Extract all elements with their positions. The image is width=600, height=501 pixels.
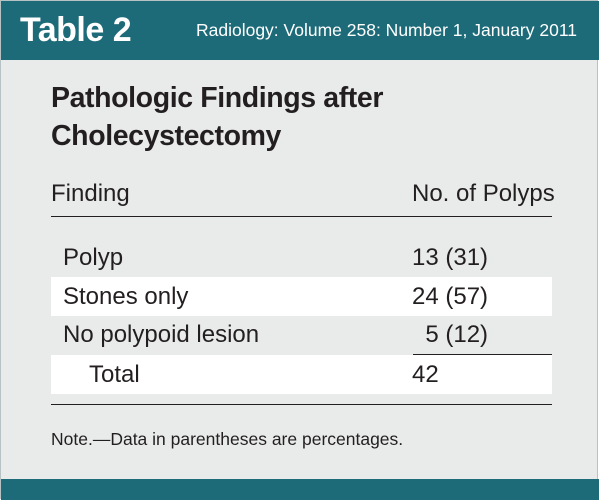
- footer-band: [1, 479, 599, 500]
- journal-citation: Radiology: Volume 258: Number 1, January…: [195, 20, 577, 40]
- total-count-cell: 42: [412, 361, 439, 388]
- count-cell: 5 (12): [412, 321, 489, 348]
- table-row-no-polypoid-lesion: No polypoid lesion 5 (12): [51, 315, 552, 354]
- table-row-stones-only: Stones only 24 (57): [51, 277, 552, 316]
- bottom-rule: [51, 404, 552, 405]
- table-label: Table 2: [20, 11, 132, 49]
- column-header-count: No. of Polyps: [412, 180, 555, 207]
- table-note: Note.—Data in parentheses are percentage…: [51, 429, 404, 449]
- table-title: Pathologic Findings after Cholecystectom…: [51, 82, 384, 152]
- header-rule: [51, 216, 552, 217]
- table-header-band: Table 2 Radiology: Volume 258: Number 1,…: [1, 1, 599, 60]
- count-cell: 13 (31): [412, 244, 489, 271]
- total-subrule: [413, 354, 552, 355]
- column-header-finding: Finding: [51, 180, 130, 207]
- count-cell: 24 (57): [412, 283, 489, 310]
- finding-cell: Polyp: [63, 244, 124, 271]
- table-row-total: Total 42: [51, 355, 552, 394]
- finding-cell: No polypoid lesion: [63, 321, 260, 348]
- finding-cell: Stones only: [63, 283, 189, 310]
- table-row-polyp: Polyp 13 (31): [51, 238, 552, 277]
- total-label-cell: Total: [89, 361, 140, 388]
